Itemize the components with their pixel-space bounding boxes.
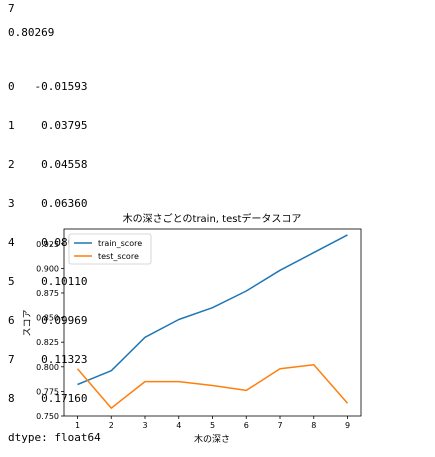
x-tick-label: 3 <box>142 421 147 430</box>
x-tick-label: 9 <box>345 421 350 430</box>
y-axis-label: スコア <box>23 309 33 336</box>
series-index: 2 <box>8 158 15 171</box>
series-row: 0 -0.01593 <box>8 80 101 93</box>
x-axis: 1 2 3 4 5 6 7 8 9 <box>75 416 350 430</box>
series-value: 0.03795 <box>41 119 87 132</box>
output-score: 0.80269 <box>8 26 54 39</box>
chart-title: 木の深さごとのtrain, testデータスコア <box>123 212 302 225</box>
x-axis-label: 木の深さ <box>194 433 230 445</box>
y-tick-label: 0.825 <box>36 338 59 347</box>
y-tick-label: 0.850 <box>36 314 59 323</box>
y-tick-label: 0.925 <box>36 240 59 249</box>
output-value: 7 <box>8 2 15 15</box>
series-index: 1 <box>8 119 15 132</box>
series-index: 0 <box>8 80 15 93</box>
y-tick-label: 0.875 <box>36 289 59 298</box>
y-tick-label: 0.775 <box>36 387 59 396</box>
y-axis: 0.750 0.775 0.800 0.825 0.850 0.875 0.900 0.925 <box>36 240 64 421</box>
x-tick-label: 1 <box>75 421 80 430</box>
legend-label-test: test_score <box>98 252 139 261</box>
y-tick-label: 0.750 <box>36 412 59 421</box>
series-value: -0.01593 <box>35 80 88 93</box>
series-value: 0.04558 <box>41 158 87 171</box>
x-tick-label: 2 <box>109 421 114 430</box>
x-tick-label: 4 <box>176 421 181 430</box>
x-tick-label: 6 <box>244 421 249 430</box>
series-line-test-score <box>78 365 348 408</box>
x-tick-label: 8 <box>311 421 316 430</box>
legend: train_score test_score <box>69 234 151 264</box>
y-tick-label: 0.900 <box>36 264 59 273</box>
series-row: 1 0.03795 <box>8 119 101 132</box>
score-line-chart: 木の深さごとのtrain, testデータスコア 0.750 0.775 0.800… <box>0 205 435 451</box>
x-tick-label: 5 <box>210 421 215 430</box>
series-row: 2 0.04558 <box>8 158 101 171</box>
y-tick-label: 0.800 <box>36 363 59 372</box>
x-tick-label: 7 <box>277 421 282 430</box>
legend-label-train: train_score <box>98 239 142 248</box>
